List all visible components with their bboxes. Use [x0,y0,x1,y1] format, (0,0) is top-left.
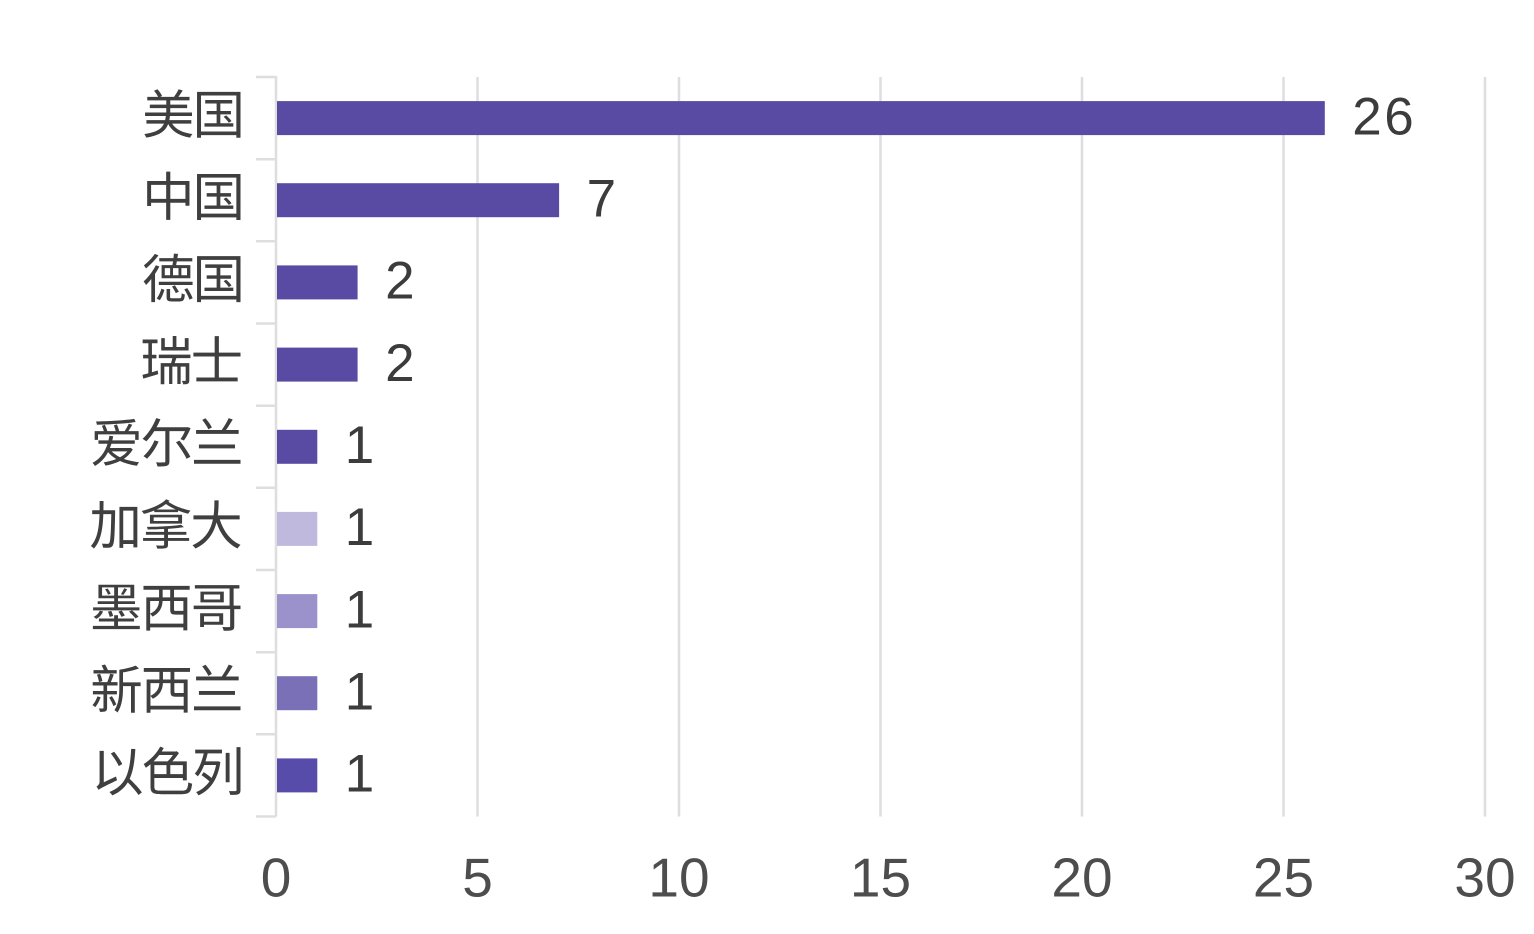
svg-text:7: 7 [587,170,616,229]
svg-text:25: 25 [1253,847,1314,909]
svg-text:5: 5 [462,847,493,909]
svg-text:0: 0 [261,847,292,909]
svg-text:1: 1 [345,580,374,639]
svg-text:20: 20 [1051,847,1112,909]
svg-text:2: 2 [385,252,414,311]
svg-text:1: 1 [345,498,374,557]
svg-text:15: 15 [850,847,911,909]
svg-text:1: 1 [345,745,374,804]
svg-text:10: 10 [648,847,709,909]
svg-text:1: 1 [345,416,374,475]
svg-text:1: 1 [345,663,374,722]
svg-text:30: 30 [1454,847,1515,909]
svg-text:26: 26 [1352,87,1416,146]
svg-text:2: 2 [385,334,414,393]
